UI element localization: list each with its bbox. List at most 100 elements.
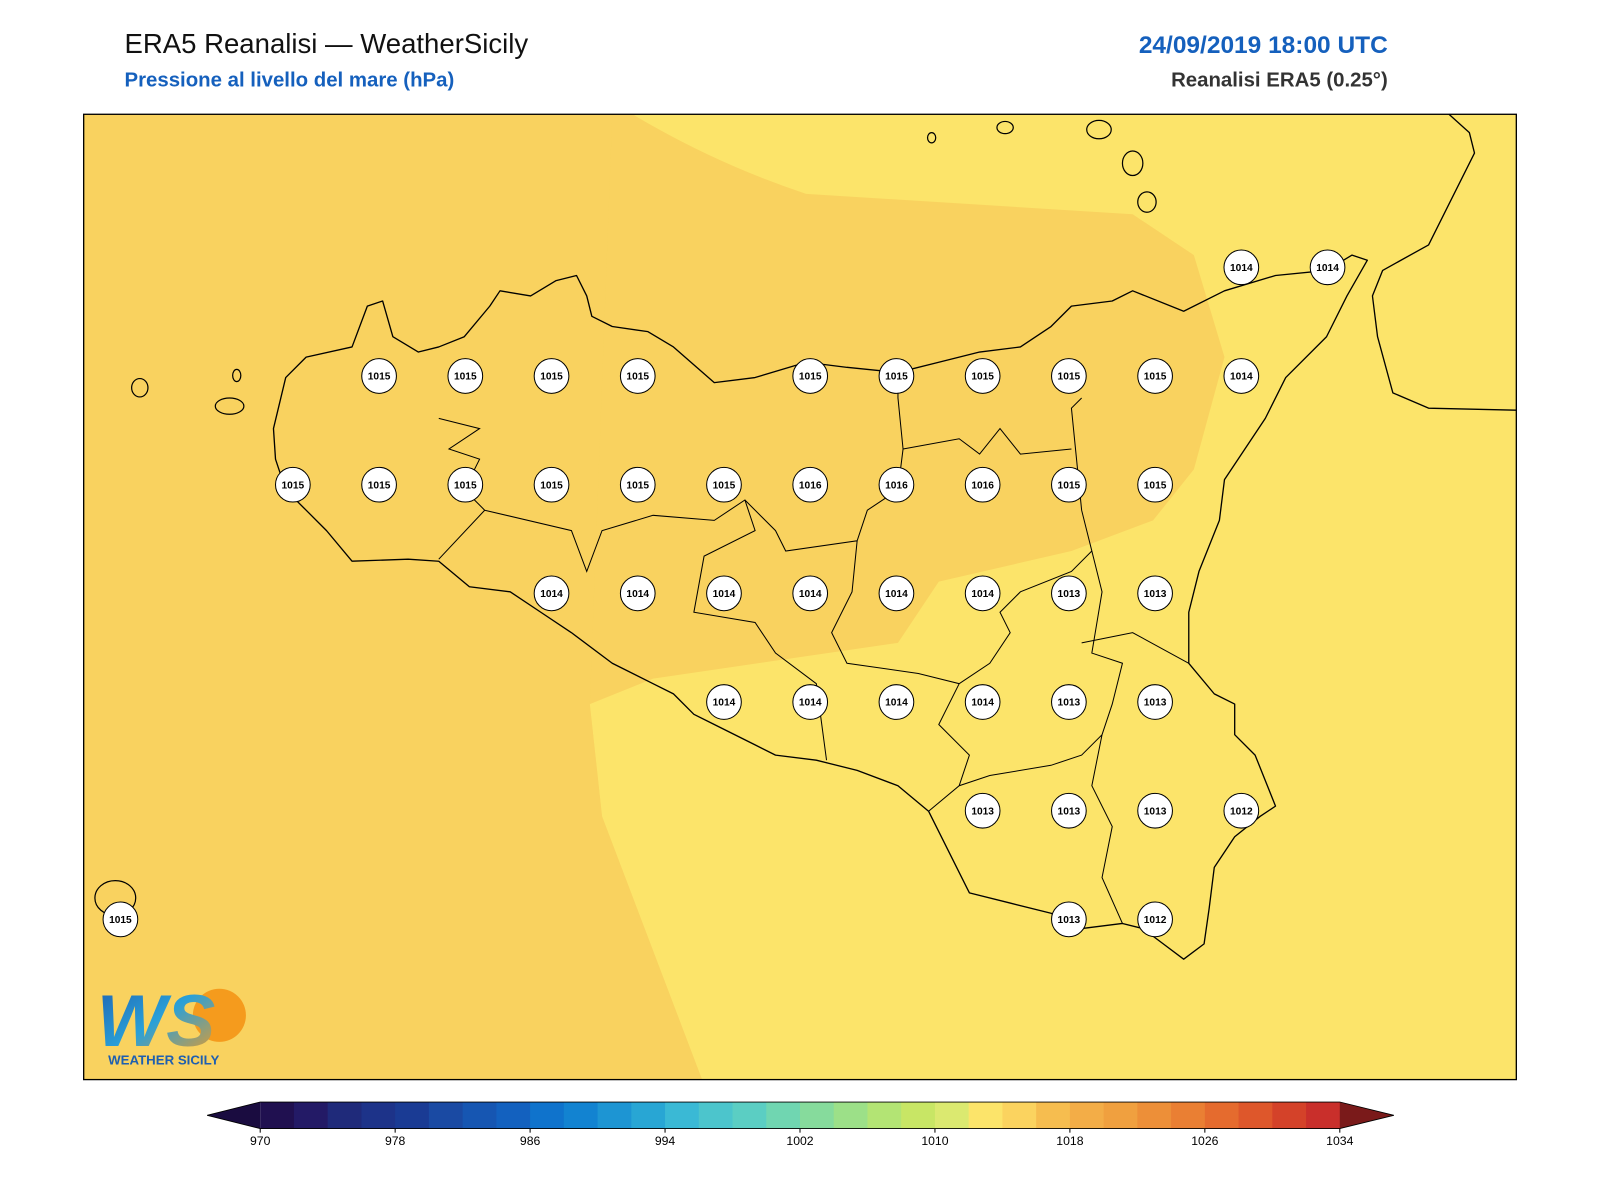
colorbar-segment xyxy=(496,1102,531,1129)
station: 1014 xyxy=(964,575,1001,612)
station-value: 1014 xyxy=(885,698,908,709)
station-value: 1014 xyxy=(713,698,736,709)
station: 1014 xyxy=(964,684,1001,720)
station-value: 1015 xyxy=(540,480,563,491)
station-marker xyxy=(1223,792,1260,829)
station: 1015 xyxy=(1137,358,1173,394)
colorbar-tick-label: 1026 xyxy=(1191,1134,1218,1148)
station-marker xyxy=(619,575,656,612)
station-marker xyxy=(964,575,1001,612)
station-marker xyxy=(533,575,570,612)
colorbar-segment xyxy=(597,1102,632,1129)
station-marker xyxy=(878,358,915,394)
station-marker xyxy=(619,358,656,394)
station: 1015 xyxy=(1051,466,1087,503)
station: 1014 xyxy=(706,684,742,720)
station: 1015 xyxy=(447,358,484,394)
station: 1015 xyxy=(533,358,570,394)
station-marker xyxy=(1223,249,1260,286)
colorbar-segment xyxy=(361,1102,396,1129)
datetime: 24/09/2019 18:00 UTC xyxy=(1139,32,1388,59)
logo: WS WEATHER SICILY xyxy=(97,979,246,1067)
subtitle: Pressione al livello del mare (hPa) xyxy=(124,70,454,92)
station-value: 1015 xyxy=(626,480,649,491)
station-value: 1015 xyxy=(626,372,649,383)
colorbar-segment xyxy=(1103,1102,1138,1129)
logo-text: WEATHER SICILY xyxy=(108,1052,219,1067)
station-marker xyxy=(533,358,570,394)
station-value: 1015 xyxy=(368,372,391,383)
colorbar-under xyxy=(207,1102,261,1129)
station-marker xyxy=(275,466,311,503)
station-value: 1013 xyxy=(1058,589,1081,600)
colorbar-segment xyxy=(698,1102,734,1129)
station-marker xyxy=(1137,358,1173,394)
station-value: 1015 xyxy=(540,372,563,383)
station: 1015 xyxy=(447,466,484,503)
station-value: 1014 xyxy=(1316,263,1339,274)
station: 1014 xyxy=(619,575,656,612)
station: 1014 xyxy=(1223,249,1260,286)
colorbar-segment xyxy=(428,1102,464,1129)
colorbar-segment xyxy=(1171,1102,1206,1129)
station: 1016 xyxy=(878,466,915,503)
station-marker xyxy=(964,792,1001,829)
station: 1013 xyxy=(1051,901,1087,938)
colorbar-segment xyxy=(800,1102,835,1129)
station: 1013 xyxy=(1051,575,1087,612)
station-value: 1015 xyxy=(885,372,908,383)
colorbar-segment xyxy=(833,1102,868,1129)
station-marker xyxy=(1051,901,1087,938)
station: 1013 xyxy=(1137,575,1173,612)
colorbar-segment xyxy=(766,1102,801,1129)
colorbar-segment xyxy=(327,1102,362,1129)
station-marker xyxy=(619,466,656,503)
station-marker xyxy=(361,358,397,394)
station-value: 1016 xyxy=(971,480,994,491)
colorbar-segment xyxy=(395,1102,430,1129)
station-marker xyxy=(361,466,397,503)
station: 1015 xyxy=(1137,466,1173,503)
colorbar-segment xyxy=(1272,1102,1307,1129)
station: 1014 xyxy=(878,684,915,720)
source: Reanalisi ERA5 (0.25°) xyxy=(1171,70,1388,92)
colorbar-segment xyxy=(901,1102,936,1129)
station-value: 1013 xyxy=(1144,806,1167,817)
station: 1014 xyxy=(792,575,829,612)
station-value: 1015 xyxy=(1144,480,1167,491)
station: 1015 xyxy=(792,358,829,394)
station-value: 1014 xyxy=(626,589,649,600)
station: 1016 xyxy=(792,466,829,503)
station: 1012 xyxy=(1223,792,1260,829)
station-value: 1015 xyxy=(713,480,736,491)
station-marker xyxy=(1051,792,1087,829)
station: 1015 xyxy=(361,466,397,503)
station: 1013 xyxy=(964,792,1001,829)
station: 1015 xyxy=(706,466,742,503)
colorbar-segment xyxy=(1137,1102,1172,1129)
station: 1015 xyxy=(533,466,570,503)
colorbar-segment xyxy=(530,1102,565,1129)
colorbar-tick-label: 1018 xyxy=(1056,1134,1083,1148)
station-value: 1015 xyxy=(799,372,822,383)
station-marker xyxy=(1137,792,1173,829)
province-borders xyxy=(438,372,1190,924)
station-value: 1014 xyxy=(540,589,563,600)
station-marker xyxy=(1137,684,1173,720)
station-marker xyxy=(1223,358,1260,394)
station-value: 1014 xyxy=(799,698,822,709)
colorbar-tick-label: 1034 xyxy=(1326,1134,1353,1148)
station: 1014 xyxy=(706,575,742,612)
station-value: 1014 xyxy=(885,589,908,600)
logo-sun xyxy=(192,988,246,1042)
station: 1015 xyxy=(361,358,397,394)
colorbar-tick-label: 1002 xyxy=(786,1134,813,1148)
station-marker xyxy=(102,901,139,938)
station: 1015 xyxy=(1051,358,1087,394)
station-value: 1013 xyxy=(1144,698,1167,709)
station: 1015 xyxy=(878,358,915,394)
map-frame xyxy=(83,113,1517,1081)
station: 1014 xyxy=(792,684,829,720)
